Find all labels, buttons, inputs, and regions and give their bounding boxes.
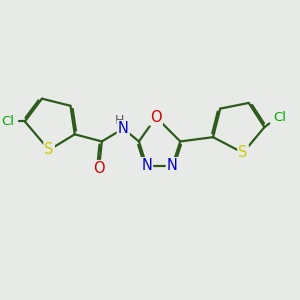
Text: H: H — [115, 114, 124, 127]
Text: S: S — [238, 146, 248, 160]
Text: O: O — [150, 110, 162, 125]
Text: N: N — [118, 121, 129, 136]
Text: N: N — [167, 158, 178, 173]
Text: Cl: Cl — [1, 115, 14, 128]
Text: O: O — [93, 161, 105, 176]
Text: S: S — [44, 142, 54, 158]
Text: Cl: Cl — [274, 111, 286, 124]
Text: N: N — [141, 158, 152, 173]
